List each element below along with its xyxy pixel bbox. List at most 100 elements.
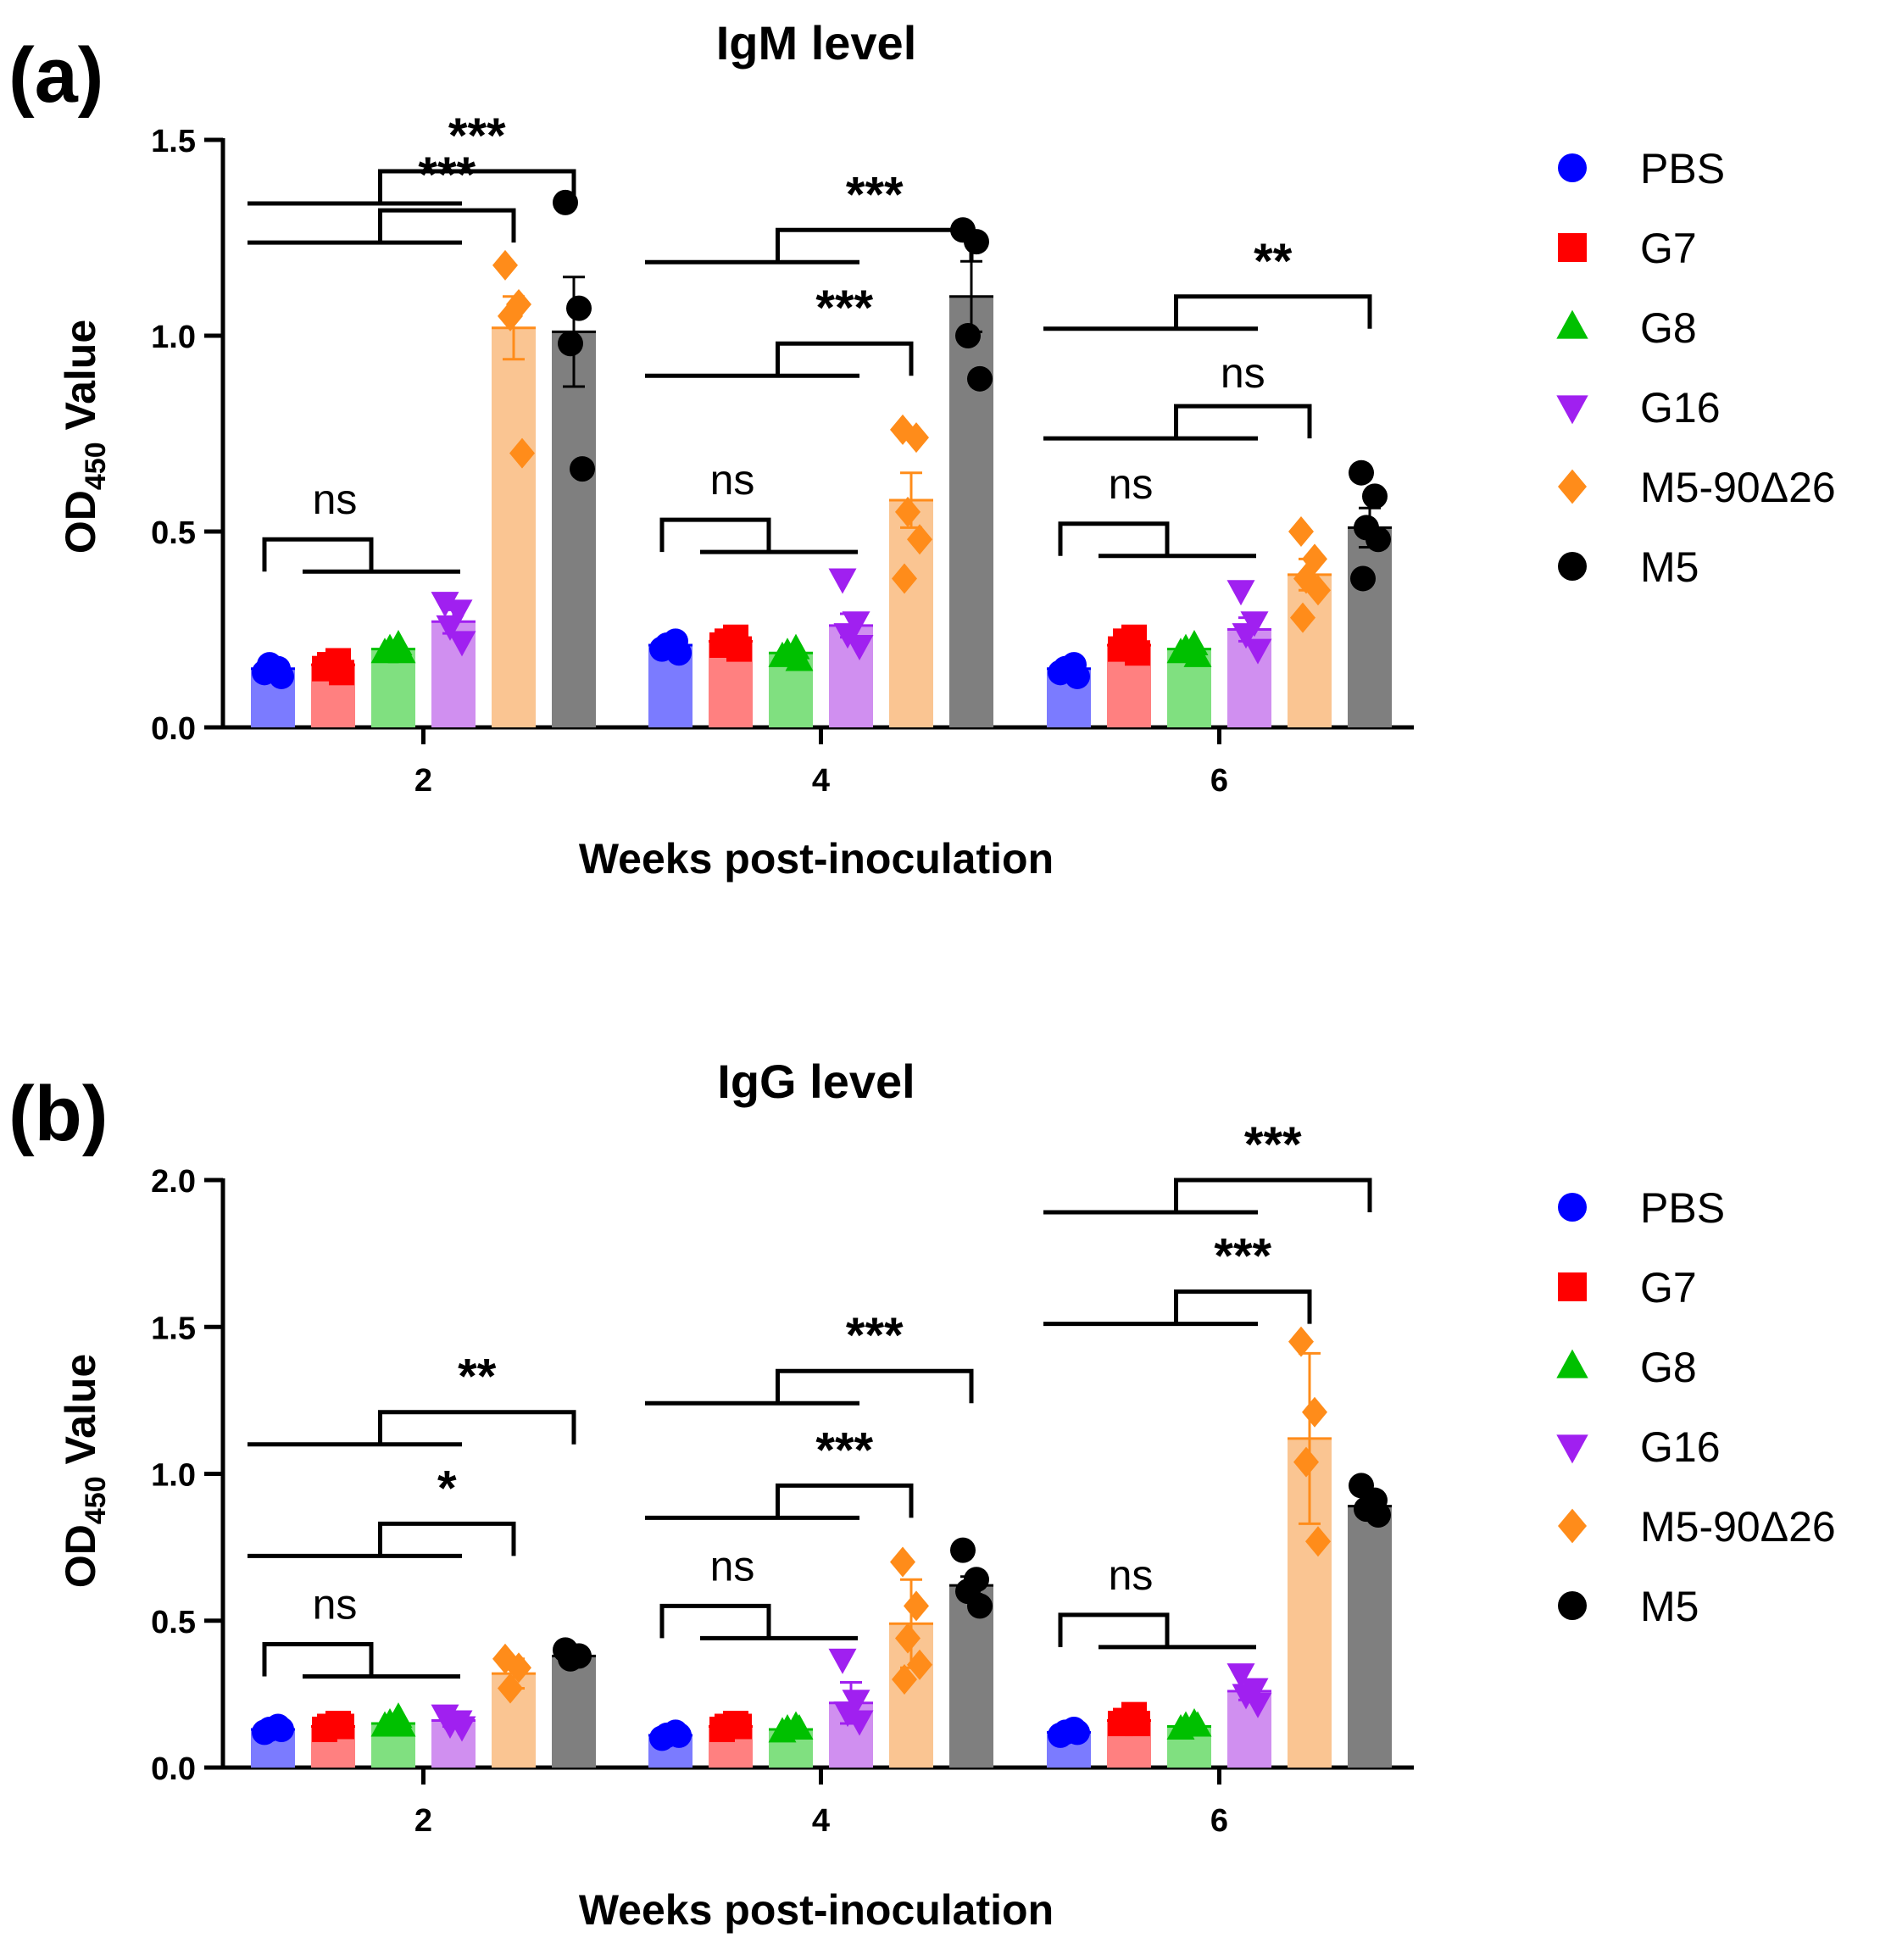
x-tick-label: 6 bbox=[1210, 1803, 1228, 1839]
data-point bbox=[892, 563, 917, 594]
legend-marker bbox=[1558, 552, 1587, 581]
significance-bracket bbox=[262, 1641, 374, 1677]
data-point bbox=[907, 524, 932, 555]
data-point bbox=[666, 640, 692, 666]
data-point bbox=[828, 1648, 857, 1674]
legend-marker bbox=[1558, 1193, 1587, 1222]
data-point bbox=[1125, 640, 1150, 666]
significance-bracket bbox=[1058, 521, 1170, 556]
x-tick-label: 4 bbox=[812, 1803, 830, 1839]
significance-label: *** bbox=[846, 1308, 904, 1363]
data-point bbox=[950, 1537, 976, 1563]
data-point bbox=[566, 295, 592, 321]
data-point bbox=[828, 568, 857, 594]
significance-bracket bbox=[378, 169, 576, 203]
data-point bbox=[570, 456, 595, 482]
data-point bbox=[498, 1673, 523, 1704]
significance-label: ns bbox=[710, 456, 755, 504]
significance-label: *** bbox=[448, 109, 506, 164]
y-tick-label: 0.0 bbox=[151, 711, 196, 747]
significance-label: *** bbox=[1214, 1229, 1271, 1284]
data-point bbox=[509, 437, 535, 469]
bar bbox=[1288, 574, 1332, 727]
panel-b-label: (b) bbox=[8, 1071, 108, 1157]
data-point bbox=[444, 599, 473, 626]
x-tick-label: 2 bbox=[414, 1803, 432, 1839]
data-point bbox=[1065, 1719, 1090, 1746]
data-point bbox=[1125, 1711, 1150, 1737]
legend-label: PBS bbox=[1640, 145, 1725, 192]
data-point bbox=[1366, 526, 1391, 553]
significance-label: ** bbox=[458, 1350, 497, 1405]
panel-a-title: IgM level bbox=[716, 16, 917, 70]
legend-label: M5 bbox=[1640, 1583, 1699, 1630]
y-tick-label: 1.0 bbox=[151, 1458, 196, 1494]
significance-bracket bbox=[1174, 1178, 1372, 1212]
significance-bracket bbox=[776, 1483, 914, 1518]
significance-label: ** bbox=[1254, 234, 1293, 289]
data-point bbox=[1243, 638, 1272, 665]
data-point bbox=[904, 422, 929, 454]
panel-a-y-axis-label: OD450 Value bbox=[57, 320, 112, 554]
legend-marker bbox=[1558, 233, 1587, 262]
data-point bbox=[558, 331, 583, 357]
data-point bbox=[967, 365, 993, 392]
legend-marker bbox=[1558, 469, 1587, 504]
y-tick-label: 1.5 bbox=[151, 124, 196, 159]
data-point bbox=[666, 1722, 692, 1748]
data-point bbox=[1226, 580, 1255, 606]
panel-b-y-axis-label-main: OD bbox=[57, 1524, 104, 1588]
data-point bbox=[1293, 1446, 1319, 1478]
data-point bbox=[1305, 575, 1331, 606]
data-point bbox=[1183, 1711, 1212, 1737]
data-point bbox=[1226, 1663, 1255, 1690]
y-tick-label: 0.5 bbox=[151, 515, 196, 551]
panel-b-y-axis-label-suffix: Value bbox=[57, 1354, 104, 1477]
data-point bbox=[892, 1664, 917, 1696]
data-point bbox=[431, 592, 459, 618]
data-point bbox=[329, 660, 354, 686]
y-tick-label: 2.0 bbox=[151, 1164, 196, 1200]
x-tick-label: 6 bbox=[1210, 763, 1228, 799]
data-point bbox=[907, 1649, 932, 1680]
data-point bbox=[967, 1593, 993, 1619]
data-point bbox=[329, 1713, 354, 1740]
bar bbox=[552, 331, 596, 727]
legend-label: PBS bbox=[1640, 1184, 1725, 1232]
significance-bracket bbox=[378, 1410, 576, 1445]
data-point bbox=[1349, 459, 1374, 486]
data-point bbox=[1288, 1326, 1314, 1357]
significance-label: *** bbox=[815, 281, 873, 336]
x-tick-label: 4 bbox=[812, 763, 830, 799]
bar bbox=[492, 327, 536, 727]
significance-bracket bbox=[378, 1521, 516, 1556]
data-point bbox=[498, 300, 523, 331]
data-point bbox=[1183, 641, 1212, 667]
bar bbox=[1348, 1506, 1392, 1768]
panel-b-y-axis-label-sub: 450 bbox=[80, 1476, 112, 1524]
significance-label: * bbox=[437, 1461, 457, 1516]
legend-marker bbox=[1558, 1272, 1587, 1301]
data-point bbox=[387, 1711, 416, 1737]
significance-label: ns bbox=[710, 1542, 755, 1590]
legend-marker bbox=[1556, 1434, 1588, 1464]
data-point bbox=[895, 496, 921, 527]
data-point bbox=[1366, 1502, 1391, 1528]
data-point bbox=[1232, 623, 1260, 649]
data-point bbox=[726, 1713, 752, 1740]
panel-a-legend: PBS G7 G8 G16 M5-90Δ26 M5 bbox=[1556, 145, 1836, 591]
legend-label: G16 bbox=[1640, 1423, 1721, 1471]
significance-bracket bbox=[659, 517, 771, 553]
significance-bracket bbox=[1058, 1612, 1170, 1647]
significance-label: ns bbox=[1221, 349, 1265, 397]
panel-a-y-axis-label-main: OD bbox=[57, 490, 104, 554]
data-point bbox=[1288, 516, 1314, 547]
data-point bbox=[1232, 1684, 1260, 1710]
data-point bbox=[785, 1713, 814, 1740]
data-point bbox=[845, 634, 874, 660]
data-point bbox=[785, 645, 814, 671]
data-point bbox=[558, 1645, 583, 1672]
significance-bracket bbox=[776, 341, 914, 376]
y-tick-label: 0.0 bbox=[151, 1751, 196, 1787]
significance-label: ns bbox=[1109, 1551, 1154, 1599]
